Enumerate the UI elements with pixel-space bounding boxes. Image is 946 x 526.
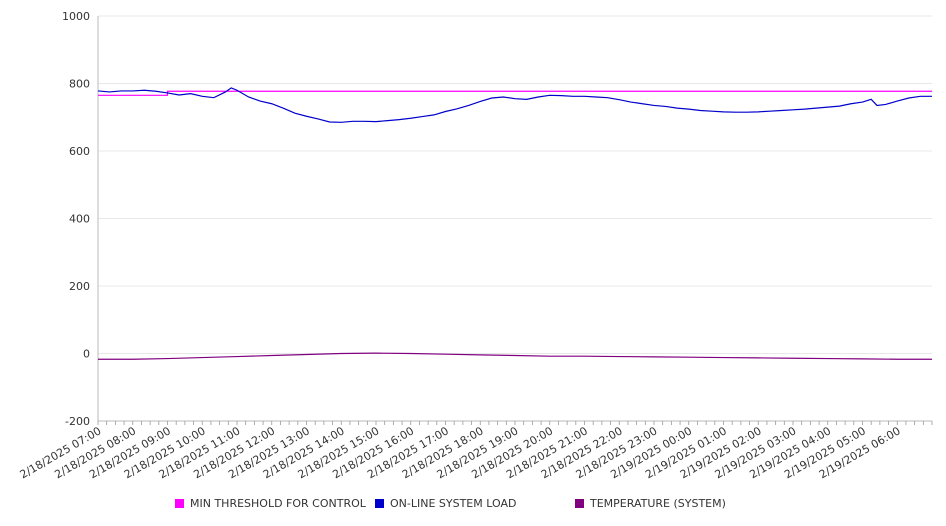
y-tick-label: 0	[83, 348, 90, 361]
series-line-1	[97, 87, 932, 123]
x-axis-ticks: 2/18/2025 07:002/18/2025 08:002/18/2025 …	[18, 424, 903, 481]
axes	[97, 16, 933, 425]
series-line-2	[98, 352, 932, 360]
y-tick-label: 800	[69, 78, 90, 91]
y-tick-label: 600	[69, 145, 90, 158]
series-lines	[97, 87, 932, 360]
legend-swatch-system-load	[375, 499, 384, 508]
legend-swatch-min-threshold	[175, 499, 184, 508]
legend-item-temperature[interactable]: TEMPERATURE (SYSTEM)	[575, 497, 726, 510]
legend-item-system-load[interactable]: ON-LINE SYSTEM LOAD	[375, 497, 516, 510]
legend-label-system-load: ON-LINE SYSTEM LOAD	[390, 497, 517, 510]
legend-label-min-threshold: MIN THRESHOLD FOR CONTROL	[190, 497, 366, 510]
grid	[98, 15, 932, 422]
y-axis-ticks: -200 0 200 400 600 800 1000	[62, 10, 90, 428]
y-tick-label: 1000	[62, 10, 90, 23]
y-tick-label: -200	[65, 415, 90, 428]
legend-item-min-threshold[interactable]: MIN THRESHOLD FOR CONTROL	[175, 497, 366, 510]
y-tick-label: 200	[69, 280, 90, 293]
legend-label-temperature: TEMPERATURE (SYSTEM)	[590, 497, 726, 510]
legend: MIN THRESHOLD FOR CONTROL ON-LINE SYSTEM…	[0, 497, 946, 515]
legend-swatch-temperature	[575, 499, 584, 508]
y-tick-label: 400	[69, 213, 90, 226]
